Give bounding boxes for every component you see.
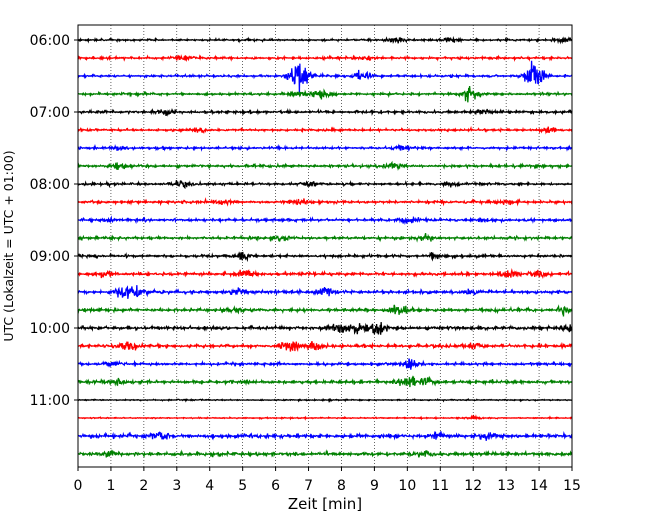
trace-1030	[78, 358, 573, 370]
x-tick-label: 4	[205, 478, 214, 494]
y-axis-label: UTC (Lokalzeit = UTC + 01:00)	[1, 150, 16, 341]
plot-frame	[77, 24, 573, 468]
trace-0915	[77, 267, 573, 280]
x-tick-label: 7	[304, 478, 313, 494]
trace-0845	[77, 233, 573, 243]
y-tick-label: 08:00	[30, 177, 70, 193]
trace-0615	[77, 54, 573, 62]
y-tick-label: 07:00	[30, 105, 70, 121]
x-tick-label: 11	[431, 478, 449, 494]
x-tick-label: 0	[74, 478, 83, 494]
trace-0700	[77, 107, 573, 117]
trace-1045	[77, 375, 573, 388]
x-tick-label: 9	[370, 478, 379, 494]
trace-1015	[77, 341, 573, 352]
x-tick-label: 15	[563, 478, 581, 494]
x-tick-label: 1	[106, 478, 115, 494]
trace-0930	[77, 285, 573, 299]
trace-0745	[77, 160, 573, 171]
x-axis-label: Zeit [min]	[288, 495, 362, 513]
x-tick-label: 6	[271, 478, 280, 494]
traces	[77, 35, 573, 458]
trace-0715	[77, 125, 573, 135]
trace-0830	[77, 215, 573, 226]
trace-1130	[77, 430, 573, 441]
y-tick-label: 10:00	[30, 321, 70, 337]
trace-0945	[77, 304, 573, 317]
trace-0900	[77, 251, 573, 263]
trace-0630	[77, 60, 573, 93]
trace-1000	[77, 322, 573, 335]
trace-0800	[77, 180, 573, 190]
trace-1100	[77, 397, 573, 404]
trace-0815	[77, 197, 573, 207]
trace-1145	[77, 449, 573, 458]
x-tick-label: 5	[238, 478, 247, 494]
trace-0730	[77, 143, 573, 153]
x-tick-label: 14	[530, 478, 548, 494]
x-tick-label: 3	[172, 478, 181, 494]
x-tick-label: 12	[464, 478, 482, 494]
x-tick-label: 8	[337, 478, 346, 494]
trace-0600	[77, 35, 573, 45]
x-tick-label: 10	[398, 478, 416, 494]
y-axis: 06:00 07:00 08:00 09:00 10:00 11:00	[30, 33, 78, 409]
x-tick-label: 2	[139, 478, 148, 494]
trace-1115	[77, 414, 573, 421]
y-tick-label: 09:00	[30, 249, 70, 265]
x-tick-label: 13	[497, 478, 515, 494]
y-tick-label: 11:00	[30, 393, 70, 409]
x-axis: 0 1 2 3 4 5 6 7 8 9 10 11 12 13 14 15	[74, 467, 581, 494]
y-tick-label: 06:00	[30, 33, 70, 49]
trace-0645	[77, 85, 573, 103]
